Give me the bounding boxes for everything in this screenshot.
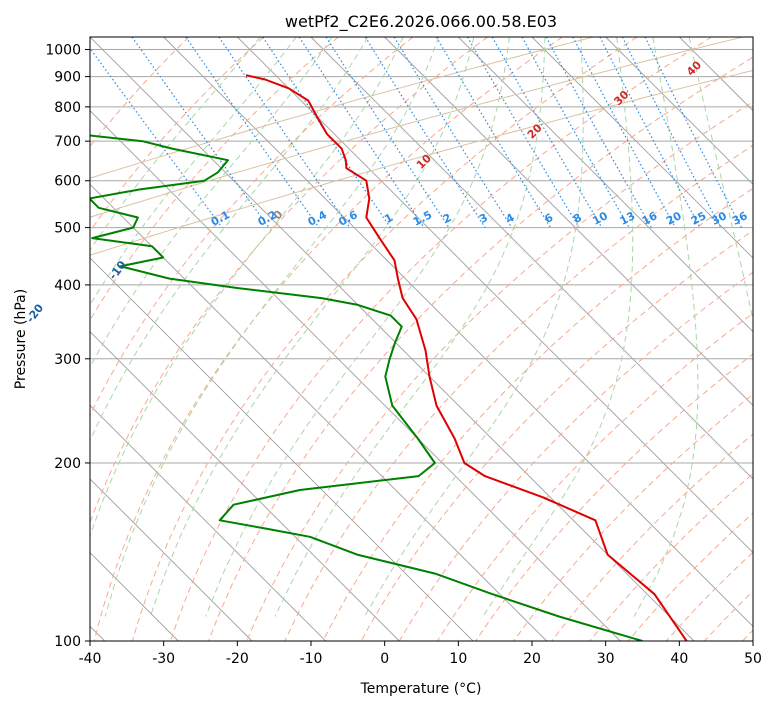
mixing-ratio-line [393, 37, 513, 228]
dewpoint-profile [90, 134, 643, 641]
x-axis-label: Temperature (°C) [360, 681, 482, 697]
y-tick-label: 400 [54, 278, 81, 294]
y-tick-label: 800 [54, 100, 81, 116]
mixing-ratio-label: 30 [709, 209, 729, 228]
mixing-ratio-label: 25 [689, 209, 709, 228]
moist-adiabat-line [149, 37, 475, 617]
y-tick-label: 1000 [45, 43, 81, 59]
mixing-ratio-line [298, 37, 425, 228]
hot-adiabat-line [90, 37, 594, 179]
x-tick-label: -20 [226, 651, 249, 667]
dry-adiabat-line [246, 101, 753, 641]
mixing-ratio-line [131, 37, 270, 228]
pressure-grid [90, 49, 753, 641]
hot-adiabat-line [90, 37, 743, 218]
dry-adiabat-line [322, 187, 753, 641]
isotherm-line [237, 37, 753, 554]
mixing-ratio-line [185, 37, 320, 228]
isotherm-line [90, 331, 400, 641]
moist-adiabat-line [90, 37, 261, 252]
mixing-ratio-label: 16 [640, 209, 660, 228]
y-axis-label: Pressure (hPa) [13, 289, 29, 389]
y-tick-label: 900 [54, 70, 81, 86]
moist-adiabat-line [364, 37, 584, 617]
x-tick-label: 10 [449, 651, 467, 667]
isotherm-line [90, 183, 547, 641]
x-tick-label: -40 [79, 651, 102, 667]
isotherm-line [752, 37, 753, 38]
mixing-ratio-label: 20 [664, 209, 684, 228]
moist-adiabat-line [633, 37, 699, 617]
dry-adiabat-line [475, 353, 753, 641]
temperature-profile [245, 74, 688, 641]
mixing-ratio-line [218, 37, 351, 228]
moist-adiabat-line [90, 37, 333, 369]
mixing-ratio-label: 10 [590, 209, 610, 228]
x-tick-label: 0 [380, 651, 389, 667]
dry-adiabat-line [284, 144, 753, 641]
x-axis: -40 -30 -20 -10 0 10 20 30 40 50 [79, 641, 762, 667]
x-tick-label: 40 [670, 651, 688, 667]
mixing-ratio-line [325, 37, 450, 228]
moist-adiabat-line [482, 37, 634, 617]
moist-adiabat-line [688, 37, 753, 323]
isotherm-line [605, 37, 753, 185]
mixing-ratio-label: 36 [730, 209, 750, 228]
x-tick-label: 50 [744, 651, 762, 667]
isotherm-line [458, 37, 753, 333]
moist-adiabat-line [104, 37, 439, 617]
mixing-ratio-line [621, 37, 722, 228]
isotherm-line [90, 404, 326, 641]
moist-adiabat-line [274, 37, 546, 617]
hot-adiabat-line [90, 69, 753, 256]
y-tick-label: 100 [54, 634, 81, 650]
mixing-ratio-line [572, 37, 677, 228]
isotherm-line [163, 37, 753, 627]
x-tick-label: -30 [152, 651, 175, 667]
mixing-ratio-label: 13 [618, 209, 638, 228]
mixing-ratio-line [644, 37, 743, 228]
mixing-ratio-line [262, 37, 391, 228]
mixing-ratio-line [545, 37, 652, 228]
dry-adiabat-line [170, 37, 712, 641]
y-tick-label: 300 [54, 352, 81, 368]
x-tick-label: 30 [597, 651, 615, 667]
dry-adiabat-line [93, 37, 563, 641]
y-tick-label: 600 [54, 174, 81, 190]
y-axis: 100 200 300 400 500 600 700 800 900 1000 [45, 43, 90, 650]
isotherm-line [90, 37, 695, 641]
x-tick-label: 20 [523, 651, 541, 667]
chart-title: wetPf2_C2E6.2026.066.00.58.E03 [285, 12, 557, 32]
mixing-ratio-line [521, 37, 630, 228]
isotherm-line [90, 478, 253, 641]
isotherm-line [384, 37, 753, 406]
x-tick-label: -10 [300, 651, 323, 667]
dry-adiabat-line [90, 37, 264, 233]
y-tick-label: 500 [54, 221, 81, 237]
dry-adiabat-line [90, 37, 339, 321]
isotherm-line [531, 37, 753, 259]
moist-adiabat-line [205, 37, 510, 617]
moist-adiabat-line [90, 37, 404, 538]
mixing-ratio-line [90, 47, 223, 228]
y-tick-label: 200 [54, 456, 81, 472]
dry-adiabat-line [513, 393, 753, 641]
background-lines [90, 37, 753, 641]
isotherm-line [90, 257, 474, 641]
sounding-profiles [90, 74, 688, 641]
plot-frame [89, 36, 754, 642]
dry-adiabat-line [90, 37, 414, 417]
y-tick-label: 700 [54, 134, 81, 150]
moist-adiabat-line [90, 37, 369, 443]
